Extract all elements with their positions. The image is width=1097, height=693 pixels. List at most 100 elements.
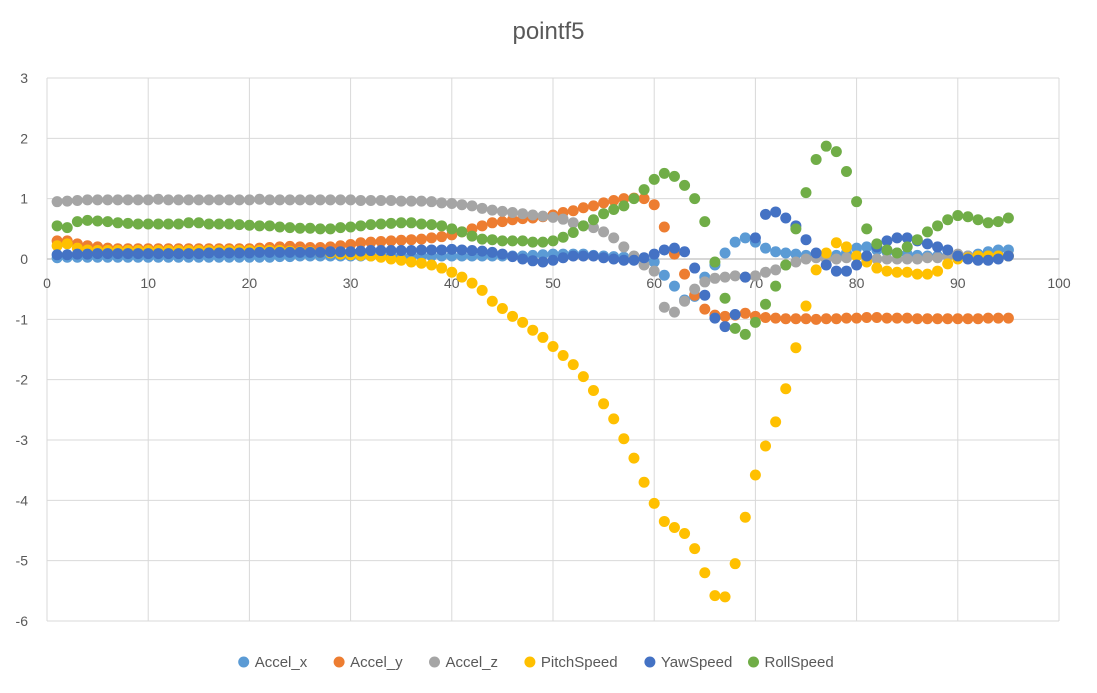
data-point bbox=[466, 200, 478, 212]
data-point bbox=[233, 219, 245, 231]
data-point bbox=[345, 246, 357, 258]
data-point bbox=[638, 252, 650, 264]
data-point bbox=[71, 194, 83, 206]
data-point bbox=[203, 194, 215, 206]
data-point bbox=[840, 252, 852, 264]
data-point bbox=[881, 312, 893, 324]
data-point bbox=[608, 413, 620, 425]
data-point bbox=[466, 245, 478, 257]
data-point bbox=[446, 197, 458, 209]
data-point bbox=[800, 253, 812, 265]
data-point bbox=[851, 196, 863, 208]
series-pitchspeed bbox=[51, 237, 1014, 603]
data-point bbox=[102, 194, 114, 206]
data-point bbox=[496, 216, 508, 228]
data-point bbox=[395, 234, 407, 246]
y-tick-label: -5 bbox=[16, 553, 29, 569]
data-point bbox=[709, 256, 721, 268]
data-point bbox=[375, 194, 387, 206]
data-point bbox=[557, 231, 569, 243]
data-point bbox=[446, 223, 458, 235]
data-point bbox=[729, 270, 741, 282]
data-point bbox=[264, 194, 276, 206]
data-point bbox=[385, 245, 397, 257]
data-point bbox=[810, 264, 822, 276]
data-point bbox=[415, 244, 427, 256]
data-point bbox=[840, 166, 852, 178]
data-point bbox=[689, 193, 701, 205]
y-tick-label: -6 bbox=[16, 613, 29, 629]
legend-marker bbox=[333, 656, 345, 668]
data-point bbox=[446, 266, 458, 278]
data-point bbox=[830, 237, 842, 249]
x-tick-label: 100 bbox=[1047, 275, 1071, 291]
data-point bbox=[608, 194, 620, 206]
data-point bbox=[932, 252, 944, 264]
data-point bbox=[405, 217, 417, 229]
data-point bbox=[699, 303, 711, 315]
data-point bbox=[851, 312, 863, 324]
data-point bbox=[891, 247, 903, 259]
y-tick-label: 3 bbox=[20, 70, 28, 86]
data-point bbox=[112, 217, 124, 229]
data-point bbox=[648, 173, 660, 185]
data-point bbox=[203, 247, 215, 259]
data-point bbox=[365, 194, 377, 206]
data-point bbox=[567, 217, 579, 229]
data-point bbox=[537, 331, 549, 343]
data-point bbox=[982, 254, 994, 266]
data-point bbox=[901, 266, 913, 278]
data-point bbox=[982, 312, 994, 324]
data-point bbox=[395, 245, 407, 257]
data-point bbox=[193, 194, 205, 206]
data-point bbox=[871, 238, 883, 250]
legend-label: PitchSpeed bbox=[541, 654, 618, 671]
data-point bbox=[294, 194, 306, 206]
data-point bbox=[527, 209, 539, 221]
data-point bbox=[921, 313, 933, 325]
data-point bbox=[567, 226, 579, 238]
data-point bbox=[719, 247, 731, 259]
data-point bbox=[496, 248, 508, 260]
data-point bbox=[415, 195, 427, 207]
data-point bbox=[426, 196, 438, 208]
data-point bbox=[375, 245, 387, 257]
data-point bbox=[132, 248, 144, 260]
data-point bbox=[618, 433, 630, 445]
data-point bbox=[820, 313, 832, 325]
data-point bbox=[760, 440, 772, 452]
data-point bbox=[932, 241, 944, 253]
data-point bbox=[638, 184, 650, 196]
data-point bbox=[820, 247, 832, 259]
x-tick-label: 90 bbox=[950, 275, 966, 291]
data-point bbox=[709, 312, 721, 324]
data-point bbox=[749, 232, 761, 244]
data-point bbox=[264, 220, 276, 232]
data-point bbox=[132, 218, 144, 230]
data-point bbox=[851, 242, 863, 254]
x-tick-label: 20 bbox=[242, 275, 258, 291]
data-point bbox=[173, 248, 185, 260]
data-point bbox=[264, 246, 276, 258]
data-point bbox=[739, 271, 751, 283]
data-point bbox=[932, 265, 944, 277]
data-point bbox=[405, 195, 417, 207]
y-tick-label: -4 bbox=[16, 492, 29, 508]
data-point bbox=[193, 217, 205, 229]
data-point bbox=[891, 266, 903, 278]
data-point bbox=[436, 262, 448, 274]
data-point bbox=[152, 218, 164, 230]
data-point bbox=[780, 313, 792, 325]
data-point bbox=[334, 194, 346, 206]
data-point bbox=[587, 250, 599, 262]
data-point bbox=[679, 268, 691, 280]
data-point bbox=[587, 385, 599, 397]
data-point bbox=[668, 521, 680, 533]
data-point bbox=[243, 194, 255, 206]
data-point bbox=[405, 234, 417, 246]
data-point bbox=[628, 452, 640, 464]
y-tick-label: -3 bbox=[16, 432, 29, 448]
data-point bbox=[81, 194, 93, 206]
data-point bbox=[142, 194, 154, 206]
